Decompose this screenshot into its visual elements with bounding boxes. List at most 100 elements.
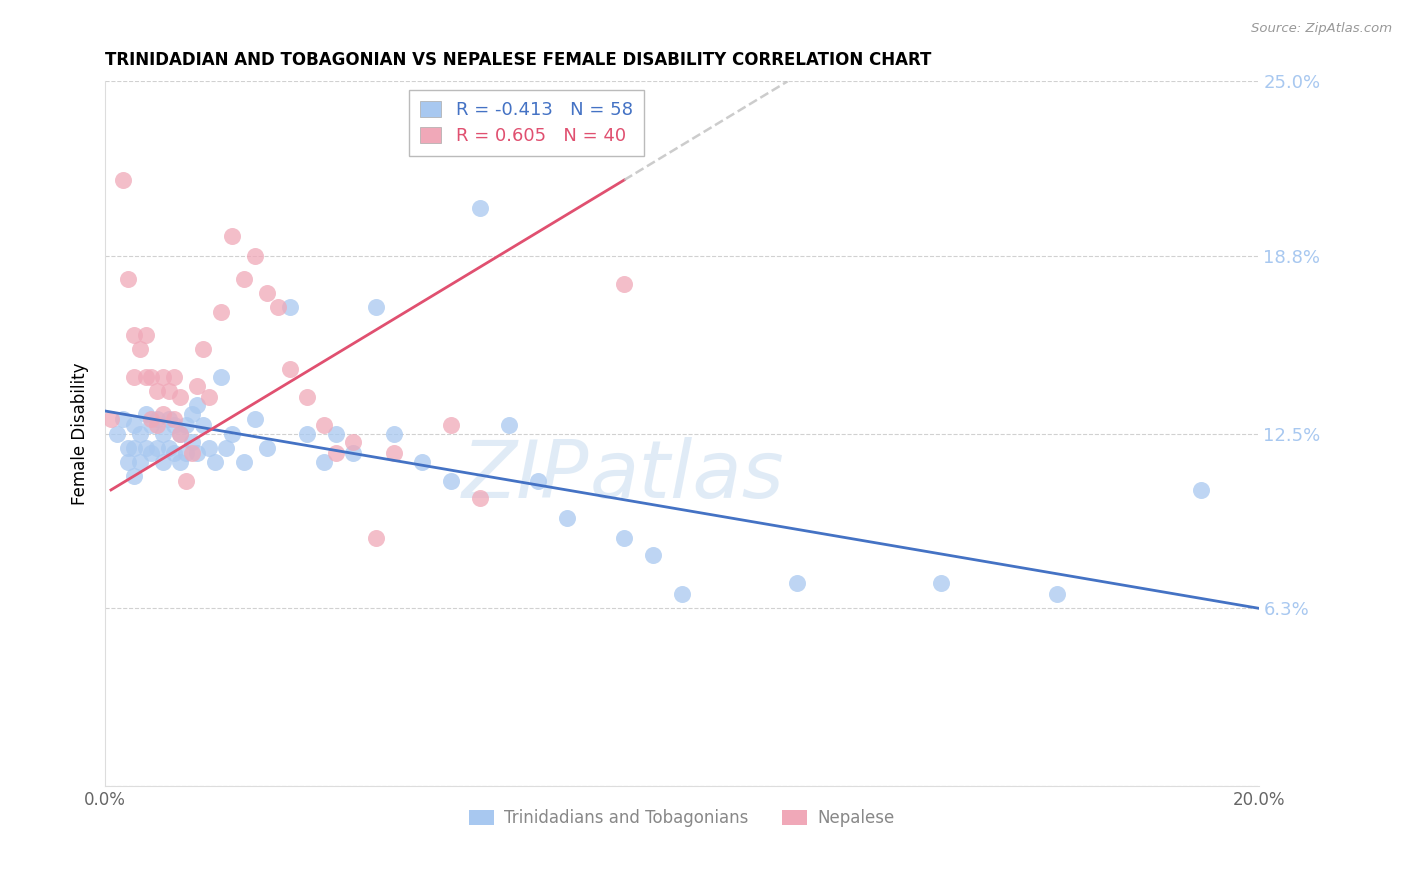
Point	[122, 370, 145, 384]
Text: TRINIDADIAN AND TOBAGONIAN VS NEPALESE FEMALE DISABILITY CORRELATION CHART: TRINIDADIAN AND TOBAGONIAN VS NEPALESE F…	[105, 51, 932, 69]
Point	[122, 327, 145, 342]
Point	[325, 446, 347, 460]
Y-axis label: Female Disability: Female Disability	[72, 362, 89, 505]
Point	[122, 468, 145, 483]
Point	[325, 426, 347, 441]
Point	[468, 201, 491, 215]
Point	[366, 531, 388, 545]
Point	[671, 587, 693, 601]
Point	[146, 441, 169, 455]
Point	[146, 384, 169, 399]
Point	[163, 412, 186, 426]
Point	[152, 455, 174, 469]
Point	[117, 271, 139, 285]
Text: Source: ZipAtlas.com: Source: ZipAtlas.com	[1251, 22, 1392, 36]
Point	[157, 441, 180, 455]
Point	[152, 407, 174, 421]
Point	[186, 398, 208, 412]
Point	[157, 412, 180, 426]
Point	[174, 446, 197, 460]
Point	[342, 435, 364, 450]
Point	[141, 370, 163, 384]
Point	[366, 300, 388, 314]
Point	[169, 390, 191, 404]
Point	[198, 441, 221, 455]
Point	[111, 412, 134, 426]
Point	[209, 370, 232, 384]
Point	[342, 446, 364, 460]
Point	[128, 455, 150, 469]
Point	[122, 441, 145, 455]
Point	[135, 441, 157, 455]
Point	[193, 418, 215, 433]
Point	[122, 418, 145, 433]
Point	[152, 370, 174, 384]
Point	[278, 361, 301, 376]
Point	[498, 418, 520, 433]
Point	[186, 378, 208, 392]
Point	[314, 418, 336, 433]
Point	[613, 277, 636, 292]
Point	[198, 390, 221, 404]
Point	[169, 455, 191, 469]
Point	[204, 455, 226, 469]
Point	[931, 575, 953, 590]
Point	[169, 426, 191, 441]
Point	[256, 441, 278, 455]
Point	[152, 426, 174, 441]
Point	[382, 446, 405, 460]
Point	[209, 305, 232, 319]
Point	[641, 548, 664, 562]
Point	[146, 418, 169, 433]
Point	[111, 173, 134, 187]
Point	[295, 390, 318, 404]
Point	[141, 446, 163, 460]
Point	[135, 327, 157, 342]
Text: atlas: atlas	[589, 437, 785, 515]
Point	[243, 412, 266, 426]
Point	[411, 455, 433, 469]
Point	[221, 229, 243, 244]
Point	[163, 418, 186, 433]
Point	[382, 426, 405, 441]
Point	[100, 412, 122, 426]
Point	[186, 446, 208, 460]
Point	[1046, 587, 1069, 601]
Point	[117, 441, 139, 455]
Point	[169, 426, 191, 441]
Point	[128, 426, 150, 441]
Point	[267, 300, 290, 314]
Point	[440, 418, 463, 433]
Point	[174, 418, 197, 433]
Point	[180, 435, 202, 450]
Point	[146, 412, 169, 426]
Point	[786, 575, 808, 590]
Point	[174, 475, 197, 489]
Point	[613, 531, 636, 545]
Point	[141, 412, 163, 426]
Point	[135, 370, 157, 384]
Point	[180, 407, 202, 421]
Point	[526, 475, 548, 489]
Point	[256, 285, 278, 300]
Point	[163, 370, 186, 384]
Point	[232, 455, 254, 469]
Point	[128, 342, 150, 356]
Point	[440, 475, 463, 489]
Point	[215, 441, 238, 455]
Point	[1189, 483, 1212, 497]
Point	[221, 426, 243, 441]
Point	[157, 384, 180, 399]
Legend: Trinidadians and Tobagonians, Nepalese: Trinidadians and Tobagonians, Nepalese	[463, 803, 901, 834]
Point	[232, 271, 254, 285]
Point	[555, 511, 578, 525]
Point	[314, 455, 336, 469]
Point	[135, 407, 157, 421]
Point	[141, 418, 163, 433]
Point	[468, 491, 491, 506]
Point	[278, 300, 301, 314]
Point	[117, 455, 139, 469]
Point	[163, 446, 186, 460]
Point	[295, 426, 318, 441]
Text: ZIP: ZIP	[463, 437, 589, 515]
